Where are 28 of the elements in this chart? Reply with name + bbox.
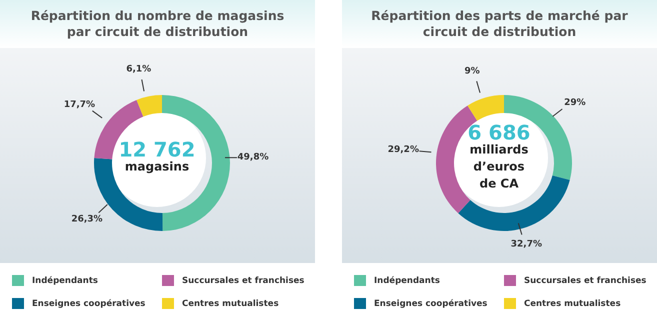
legend-label: Centres mutualistes [524, 298, 621, 308]
legend-label: Enseignes coopératives [374, 298, 488, 308]
data-label: 32,7% [510, 239, 542, 250]
text: de CA [480, 176, 520, 190]
data-label: 9% [464, 66, 480, 77]
data-label: 49,8% [237, 152, 269, 163]
text: 12 762 [118, 138, 196, 162]
text: 6 686 [468, 120, 530, 144]
donut-slice [458, 176, 570, 231]
legend-label: Indépendants [32, 276, 98, 286]
text: magasins [124, 160, 190, 174]
text: milliards [470, 142, 528, 156]
data-label: 17,7% [64, 100, 96, 110]
legend-label: Enseignes coopératives [32, 298, 146, 308]
legend-label: Succursales et franchises [182, 276, 304, 286]
legend-label: Succursales et franchises [524, 276, 646, 286]
data-label: 26,3% [71, 214, 103, 225]
text: d’euros [473, 160, 525, 174]
legend-label: Indépendants [374, 276, 440, 286]
chart-title: Répartition du nombre de magasins par circuit de distribution [0, 0, 315, 48]
donut-slice [136, 95, 162, 117]
donut-slice [94, 100, 144, 160]
chart-title: Répartition des parts de marché par circuit de distribution [342, 0, 657, 48]
data-label: 29% [564, 98, 586, 108]
data-label: 6,1% [126, 64, 152, 75]
legend-label: Centres mutualistes [182, 298, 279, 308]
donut-slice [468, 95, 504, 121]
data-label: 29,2% [388, 145, 419, 156]
